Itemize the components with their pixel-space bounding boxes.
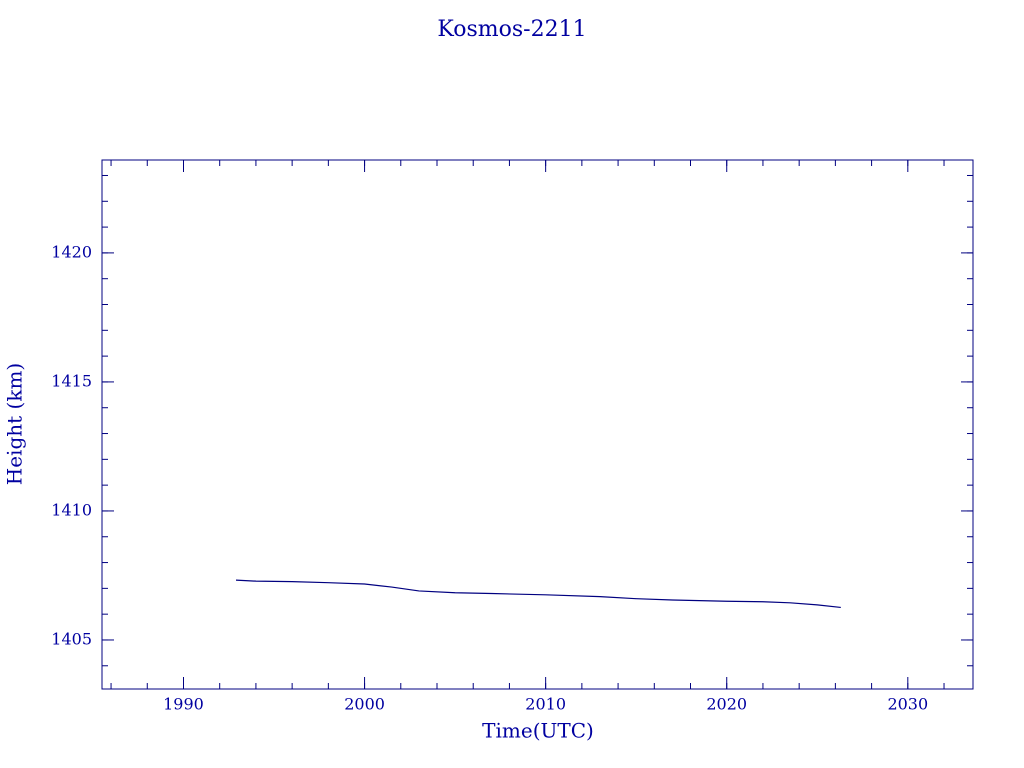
y-tick-label: 1405 [51,629,92,648]
chart-title: Kosmos-2211 [437,17,586,42]
x-axis-label: Time(UTC) [482,719,594,743]
y-tick-label: 1420 [51,242,92,261]
plot-frame [101,159,974,690]
x-tick-label: 2030 [887,695,928,714]
x-tick-label: 2020 [706,695,747,714]
data-line [235,579,841,609]
y-tick-label: 1415 [51,371,92,390]
x-tick-label: 1990 [163,695,204,714]
x-tick-label: 2000 [344,695,385,714]
y-axis-label: Height (km) [3,363,27,485]
x-tick-label: 2010 [525,695,566,714]
y-tick-label: 1410 [51,500,92,519]
